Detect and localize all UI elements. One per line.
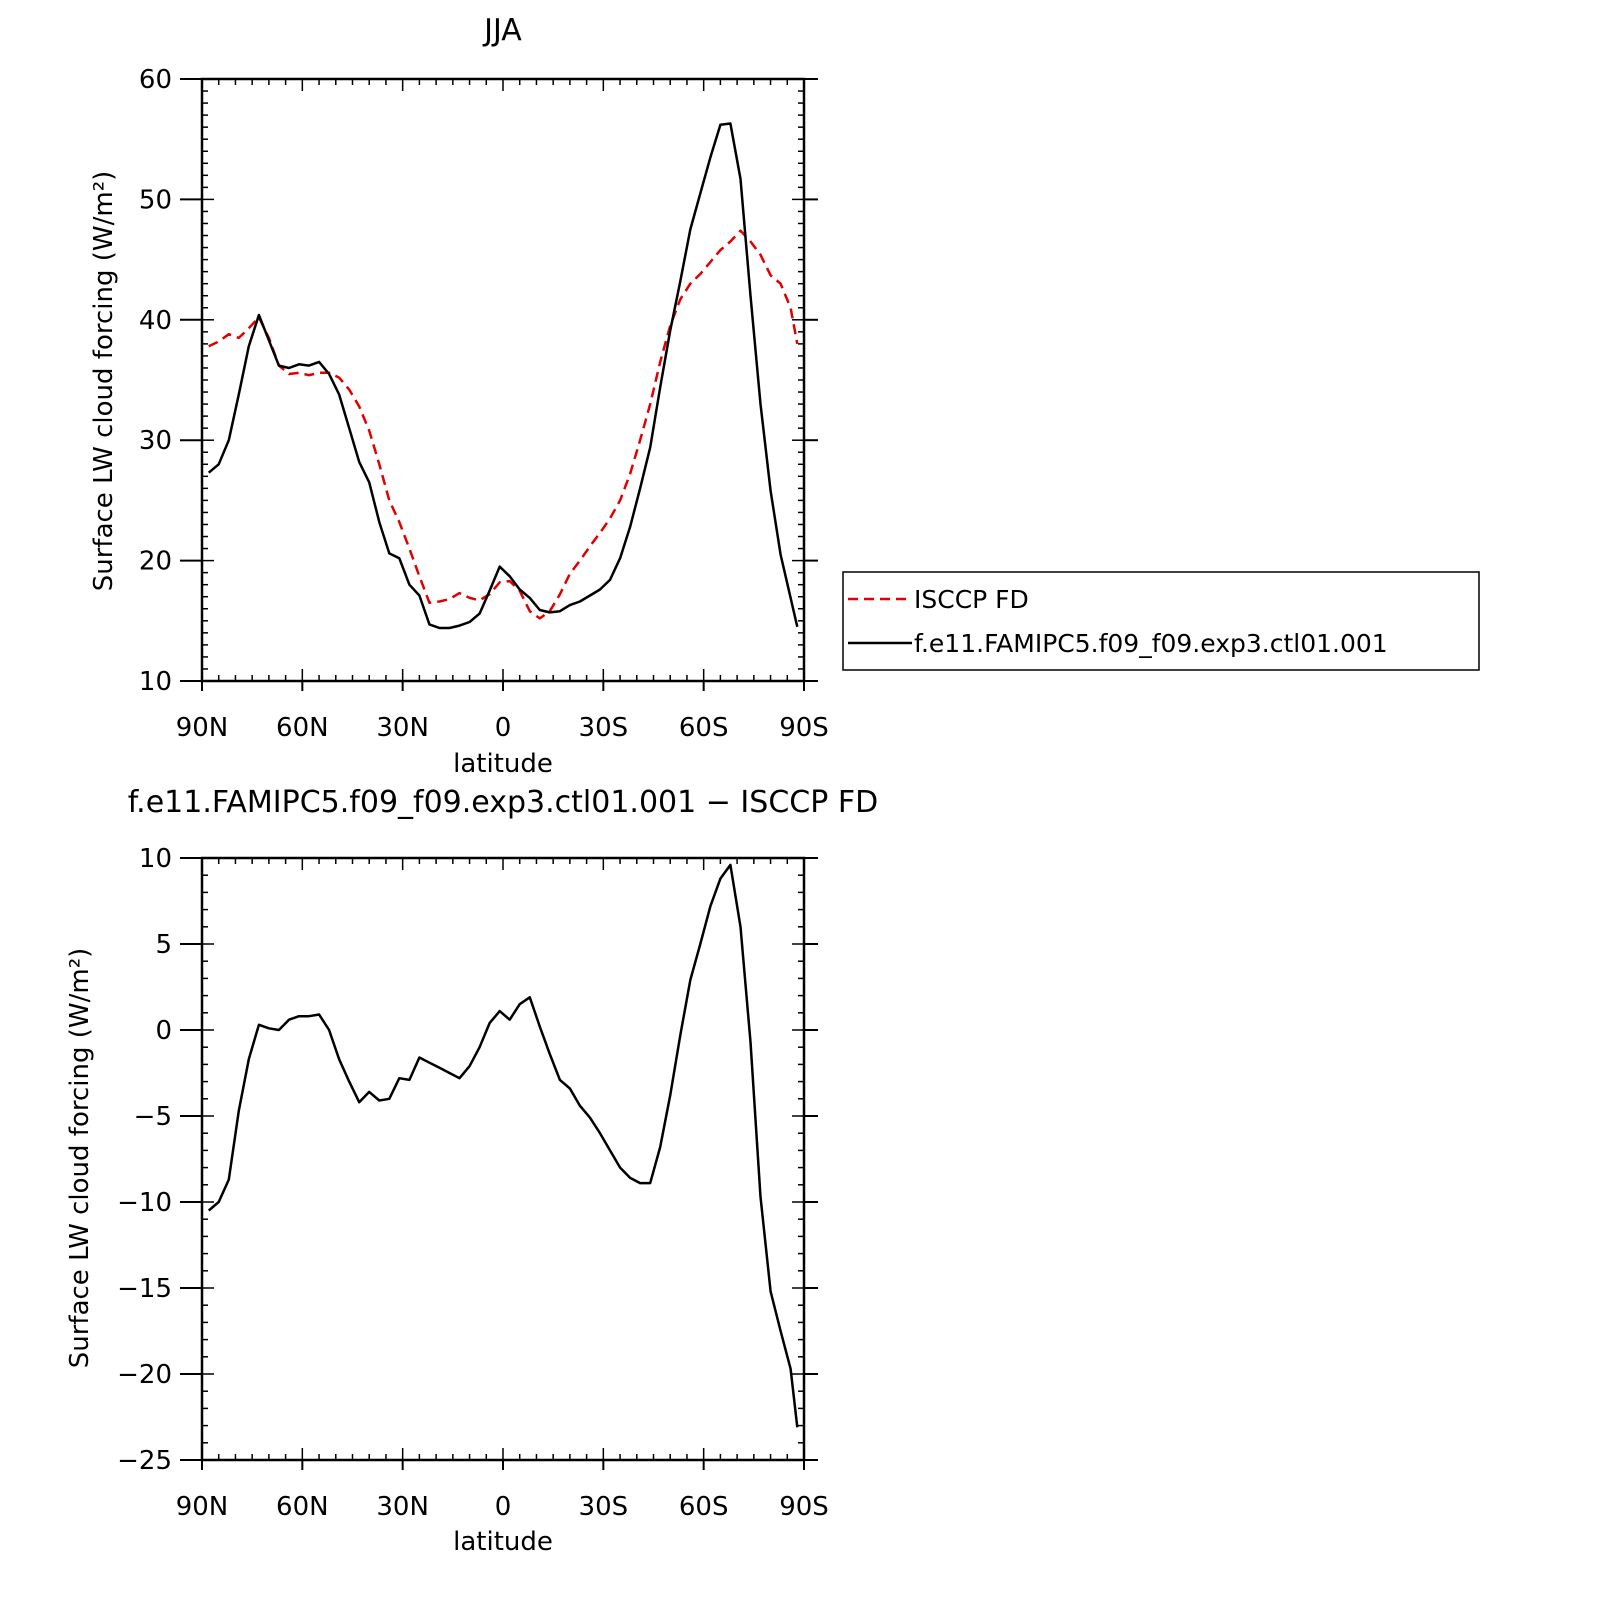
bottom-x-tick-label: 90S — [779, 1492, 829, 1522]
top-plot-frame — [200, 77, 806, 683]
top-y-tick-label: 50 — [139, 185, 172, 215]
top-axes: 90N 60N 30N 0 30S 60S 90S 10 20 30 40 50 60 — [139, 65, 829, 743]
bottom-x-tick-label: 60N — [276, 1492, 329, 1522]
top-series-line-isccp-fd — [208, 229, 799, 620]
top-x-tick-label: 90N — [176, 713, 229, 743]
bottom-y-axis-title: Surface LW cloud forcing (W/m²) — [65, 948, 95, 1369]
bottom-x-tick-label: 30S — [579, 1492, 629, 1522]
bottom-chart-title: f.e11.FAMIPC5.f09_f09.exp3.ctl01.001 − I… — [128, 785, 878, 820]
legend: ISCCP FD f.e11.FAMIPC5.f09_f09.exp3.ctl0… — [842, 571, 1480, 671]
bottom-x-axis-title: latitude — [453, 1527, 553, 1557]
top-y-tick-label: 20 — [139, 547, 172, 577]
bottom-x-tick-label: 60S — [679, 1492, 729, 1522]
bottom-x-tick-label: 30N — [376, 1492, 429, 1522]
top-y-tick-label: 40 — [139, 306, 172, 336]
bottom-series-line-difference — [207, 863, 799, 1428]
legend-label-isccp: ISCCP FD — [914, 585, 1029, 614]
bottom-panel: f.e11.FAMIPC5.f09_f09.exp3.ctl01.001 − I… — [65, 785, 878, 1557]
legend-box — [842, 571, 1480, 671]
bottom-y-tick-label: −5 — [134, 1102, 172, 1132]
bottom-axes: 90N 60N 30N 0 30S 60S 90S −25 −20 −15 −10 −5 0 5 10 — [117, 844, 829, 1522]
top-y-tick-label: 10 — [139, 667, 172, 697]
top-chart-title: JJA — [482, 13, 522, 48]
legend-label-model: f.e11.FAMIPC5.f09_f09.exp3.ctl01.001 — [914, 629, 1388, 658]
bottom-y-tick-label: 0 — [155, 1016, 172, 1046]
bottom-y-tick-label: −15 — [117, 1274, 172, 1304]
bottom-x-tick-label: 90N — [176, 1492, 229, 1522]
bottom-x-tick-label: 0 — [495, 1492, 512, 1522]
top-series-group — [207, 122, 799, 630]
top-x-tick-label: 60S — [679, 713, 729, 743]
top-x-tick-label: 0 — [495, 713, 512, 743]
bottom-y-tick-label: 10 — [139, 844, 172, 874]
top-series-line-model — [207, 122, 799, 630]
top-x-tick-label: 90S — [779, 713, 829, 743]
bottom-series-group — [207, 863, 799, 1428]
top-y-tick-label: 30 — [139, 426, 172, 456]
bottom-y-tick-label: −10 — [117, 1188, 172, 1218]
top-x-tick-label: 30S — [579, 713, 629, 743]
bottom-y-tick-label: −25 — [117, 1446, 172, 1476]
top-x-tick-label: 30N — [376, 713, 429, 743]
top-panel: JJA 90N 60N 30N 0 30S 60S 90S 10 20 30 40 50 60 lati… — [89, 13, 829, 779]
top-x-tick-label: 60N — [276, 713, 329, 743]
bottom-y-tick-label: 5 — [155, 930, 172, 960]
bottom-plot-frame — [200, 856, 806, 1462]
top-y-tick-label: 60 — [139, 65, 172, 95]
top-x-axis-title: latitude — [453, 749, 553, 779]
top-y-axis-title: Surface LW cloud forcing (W/m²) — [89, 171, 119, 592]
bottom-y-tick-label: −20 — [117, 1360, 172, 1390]
